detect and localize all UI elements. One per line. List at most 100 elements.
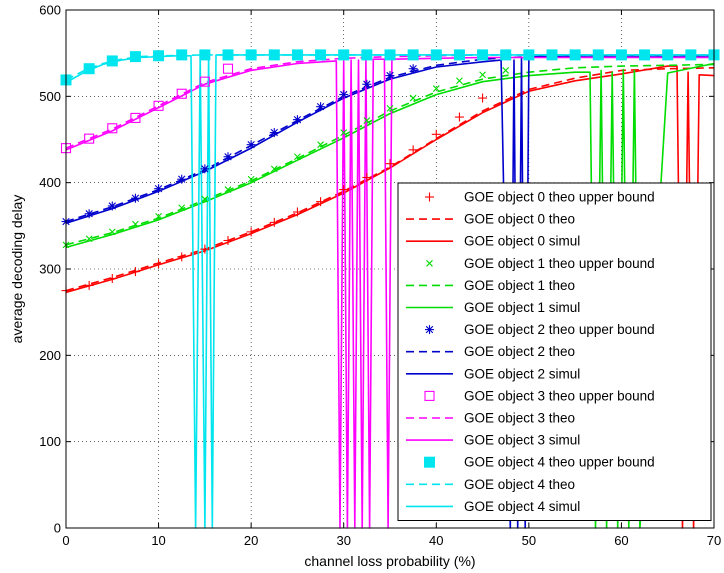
data-point (177, 252, 187, 262)
data-point (385, 71, 395, 81)
y-tick-label: 200 (39, 348, 61, 363)
series-line-2 (65, 65, 715, 529)
data-point (222, 63, 234, 74)
data-point (200, 164, 210, 174)
data-point (129, 51, 141, 63)
data-point (500, 49, 512, 61)
data-point (384, 49, 396, 61)
data-point (453, 49, 465, 61)
data-point (340, 129, 348, 136)
series-line-14 (65, 54, 714, 529)
data-point (478, 93, 488, 103)
data-point (339, 90, 349, 100)
legend: GOE object 0 theo upper bound GOE object … (397, 182, 712, 521)
legend-label: GOE object 2 theo upper bound (464, 322, 655, 337)
data-point (85, 235, 93, 243)
data-point (362, 79, 372, 89)
data-point (130, 112, 141, 123)
data-point (224, 186, 232, 193)
data-point (456, 77, 463, 85)
data-point (292, 207, 302, 217)
data-point (615, 49, 627, 61)
x-tick-label: 0 (62, 533, 69, 548)
data-point (153, 100, 164, 111)
data-point (338, 49, 350, 61)
data-point (408, 145, 418, 155)
data-point (107, 123, 118, 134)
axis-ticks: 0 10 20 30 40 50 60 70 0 100 200 300 400 500 600 (39, 3, 721, 549)
data-point (363, 117, 371, 124)
data-point (107, 273, 117, 283)
series-line-1 (65, 67, 715, 292)
y-tick-label: 300 (39, 262, 61, 277)
x-axis-label: channel loss probability (%) (304, 553, 475, 569)
data-point (408, 64, 418, 74)
data-point (246, 140, 256, 150)
y-tick-label: 100 (39, 434, 61, 449)
data-point (361, 49, 373, 61)
data-point (246, 227, 256, 237)
data-point (154, 184, 164, 194)
data-point (269, 217, 279, 227)
data-point (431, 129, 441, 139)
data-point (223, 152, 233, 162)
data-point (108, 228, 116, 236)
data-point (84, 209, 94, 219)
data-point (222, 49, 234, 61)
data-point (84, 280, 94, 290)
legend-marker (426, 259, 433, 267)
legend-marker (424, 390, 435, 401)
data-point (154, 259, 164, 269)
series-line-4 (65, 63, 715, 246)
y-axis-label: average decoding delay (9, 195, 25, 344)
data-point (199, 76, 210, 87)
data-point (247, 175, 255, 183)
data-point (291, 49, 303, 61)
data-point (130, 267, 140, 277)
legend-label: GOE object 3 simul (464, 433, 580, 448)
data-point (153, 50, 165, 62)
legend-label: GOE object 0 simul (464, 234, 580, 249)
x-tick-label: 10 (151, 533, 165, 548)
data-point (569, 49, 581, 61)
data-point (385, 159, 395, 169)
data-point (592, 49, 604, 61)
data-point (316, 102, 326, 112)
legend-label: GOE object 1 theo upper bound (464, 256, 655, 271)
data-point (546, 49, 558, 61)
legend-label: GOE object 4 theo upper bound (464, 455, 655, 470)
data-point (176, 88, 187, 99)
data-point (409, 94, 417, 102)
data-point (107, 201, 117, 211)
data-point (201, 195, 209, 203)
data-point (432, 85, 440, 92)
x-tick-label: 30 (336, 533, 350, 548)
data-point (454, 112, 464, 122)
data-point (178, 204, 186, 212)
legend-label: GOE object 1 simul (464, 300, 580, 315)
legend-marker (425, 192, 434, 202)
data-point (317, 141, 324, 149)
data-point (477, 49, 489, 61)
data-point (245, 49, 257, 61)
data-point (386, 105, 394, 112)
x-tick-label: 50 (522, 533, 536, 548)
legend-label: GOE object 3 theo (464, 411, 575, 426)
legend-label: GOE object 3 theo upper bound (464, 388, 655, 403)
data-point (132, 220, 139, 228)
x-tick-label: 20 (244, 533, 258, 548)
data-point (268, 49, 280, 61)
data-point (106, 55, 118, 67)
y-tick-label: 0 (54, 521, 61, 536)
legend-label: GOE object 1 theo (464, 278, 575, 293)
legend-label: GOE object 2 simul (464, 366, 580, 381)
data-point (523, 49, 535, 61)
y-tick-label: 600 (39, 3, 61, 18)
data-point (315, 49, 327, 61)
x-tick-label: 60 (614, 533, 628, 548)
data-point (316, 197, 326, 207)
legend-label: GOE object 0 theo upper bound (464, 190, 655, 205)
data-point (130, 193, 140, 203)
legend-marker (425, 325, 434, 335)
